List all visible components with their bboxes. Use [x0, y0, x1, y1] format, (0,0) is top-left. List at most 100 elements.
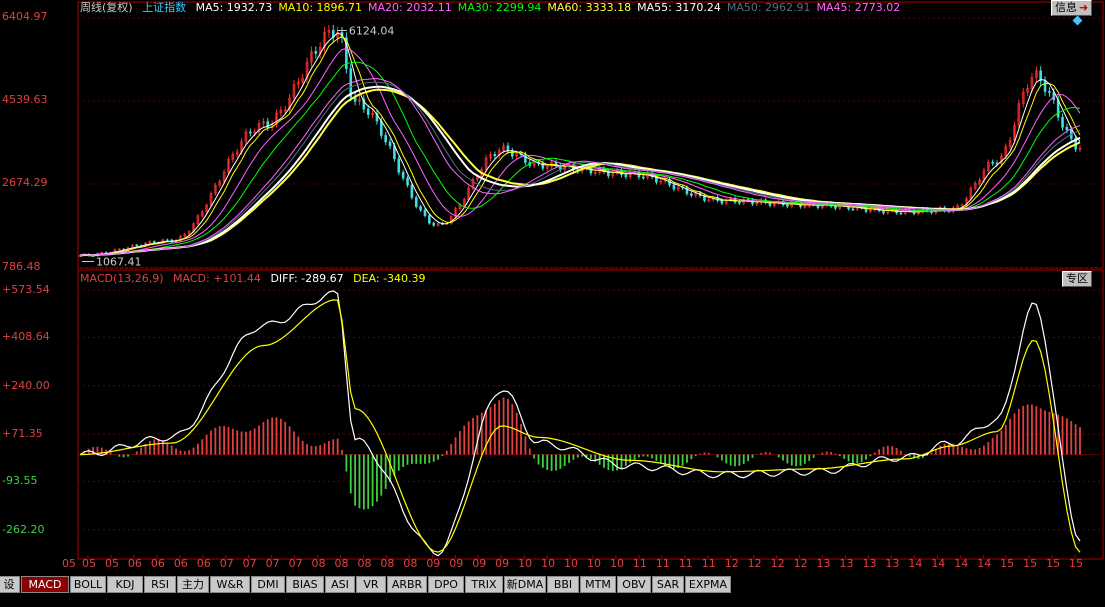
- tab-wr[interactable]: W&R: [210, 576, 250, 593]
- tab-rsi[interactable]: RSI: [144, 576, 176, 593]
- tab-boll[interactable]: BOLL: [70, 576, 106, 593]
- diff-value: DIFF: -289.67: [270, 272, 344, 285]
- candle-body: [362, 98, 366, 110]
- candle-body: [310, 51, 313, 63]
- candle-body: [253, 131, 256, 134]
- ma-legend-item: MA20: 2032.11: [368, 1, 452, 14]
- candle-body: [436, 223, 440, 226]
- x-tick-label: 08: [357, 557, 372, 570]
- x-tick-label: 13: [816, 557, 831, 570]
- tab-macd[interactable]: MACD: [21, 576, 69, 593]
- tab-mtm[interactable]: MTM: [580, 576, 616, 593]
- candle-body: [283, 109, 287, 112]
- price-axis-label: 786.48: [2, 260, 41, 273]
- tab-obv[interactable]: OBV: [617, 576, 651, 593]
- ma-legend-item: MA10: 1896.71: [278, 1, 363, 14]
- info-button[interactable]: 信息 ➜: [1051, 0, 1093, 16]
- tab-kdj[interactable]: KDJ: [107, 576, 143, 593]
- x-tick-label: 06: [196, 557, 211, 570]
- candle-body: [882, 210, 885, 214]
- candle-body: [432, 222, 436, 226]
- x-tick-label: 11: [678, 557, 693, 570]
- candle-body: [371, 113, 374, 115]
- main-panel-border: [77, 1, 1104, 269]
- tab-asi[interactable]: ASI: [325, 576, 355, 593]
- candle-body: [196, 215, 200, 225]
- candle-body: [301, 78, 305, 83]
- candle-body: [593, 172, 597, 174]
- x-tick-label: 14: [908, 557, 923, 570]
- candle-body: [366, 108, 370, 115]
- candle-body: [449, 216, 453, 224]
- candle-body: [166, 239, 169, 242]
- x-tick-label: 10: [518, 557, 533, 570]
- tab-settings[interactable]: 设置: [0, 576, 20, 606]
- macd-axis-label: -262.20: [2, 522, 45, 536]
- candle-body: [209, 193, 213, 206]
- candle-body: [227, 159, 230, 173]
- tab-dpo[interactable]: DPO: [428, 576, 464, 593]
- candle-body: [1078, 147, 1082, 150]
- candle-body: [1013, 125, 1016, 141]
- candle-body: [965, 198, 968, 206]
- x-tick-label: 07: [265, 557, 280, 570]
- candle-body: [262, 121, 265, 124]
- candle-body: [986, 161, 990, 171]
- candle-body: [358, 98, 361, 102]
- candle-body: [973, 183, 977, 189]
- candle-body: [1061, 116, 1064, 128]
- tab-arbr[interactable]: ARBR: [387, 576, 427, 593]
- tab-dma[interactable]: 新DMA: [504, 576, 546, 593]
- x-tick-label: 15: [1046, 557, 1061, 570]
- candle-body: [956, 205, 960, 209]
- x-tick-label: 15: [1000, 557, 1015, 570]
- x-tick-label: 13: [862, 557, 877, 570]
- x-tick-label: 10: [564, 557, 579, 570]
- x-tick-label: 10: [587, 557, 601, 570]
- x-tick-label: 11: [655, 557, 670, 570]
- x-tick-label: 12: [747, 557, 762, 570]
- x-tick-label: 06: [173, 557, 188, 570]
- candle-body: [222, 171, 226, 182]
- x-tick-label: 11: [701, 557, 716, 570]
- tab-trix[interactable]: TRIX: [465, 576, 503, 593]
- candle-body: [978, 179, 981, 184]
- candle-body: [502, 145, 505, 151]
- x-tick-label: 07: [288, 557, 303, 570]
- high-price-label: 6124.04: [349, 25, 395, 38]
- x-tick-label: 05: [62, 557, 76, 570]
- candle-body: [279, 109, 283, 114]
- tab-bias[interactable]: BIAS: [286, 576, 324, 593]
- tab-bbi[interactable]: BBI: [547, 576, 579, 593]
- tab-item[interactable]: 主力: [177, 576, 209, 593]
- candle-body: [960, 204, 964, 207]
- candle-body: [991, 161, 994, 164]
- macd-axis-label: +408.64: [2, 330, 50, 344]
- candle-body: [428, 215, 431, 224]
- zone-button[interactable]: 专区: [1062, 271, 1092, 287]
- low-price-label: 1067.41: [96, 255, 142, 268]
- candle-body: [1039, 70, 1042, 82]
- candle-body: [471, 179, 475, 189]
- tab-dmi[interactable]: DMI: [251, 576, 285, 593]
- candle-body: [624, 174, 628, 178]
- candle-body: [755, 202, 759, 205]
- x-tick-label: 05: [104, 557, 119, 570]
- candle-body: [694, 192, 698, 196]
- x-tick-label: 13: [839, 557, 854, 570]
- macd-value: MACD: +101.44: [173, 272, 261, 285]
- x-tick-label: 07: [219, 557, 234, 570]
- candle-body: [397, 158, 401, 173]
- candle-body: [419, 206, 422, 211]
- x-tick-label: 08: [380, 557, 395, 570]
- indicator-tab-bar: 设置 MACD BOLL KDJ RSI 主力 W&R DMI BIAS ASI VR ARBR DPO…: [0, 576, 1105, 606]
- exit-icon: ➜: [1079, 1, 1089, 14]
- x-tick-label: 15: [1023, 557, 1038, 570]
- tab-vr[interactable]: VR: [356, 576, 386, 593]
- candle-body: [786, 204, 789, 207]
- candle-body: [244, 131, 248, 142]
- tab-expma[interactable]: EXPMA: [685, 576, 731, 593]
- candle-body: [1030, 77, 1034, 89]
- candle-body: [497, 150, 501, 157]
- tab-sar[interactable]: SAR: [652, 576, 684, 593]
